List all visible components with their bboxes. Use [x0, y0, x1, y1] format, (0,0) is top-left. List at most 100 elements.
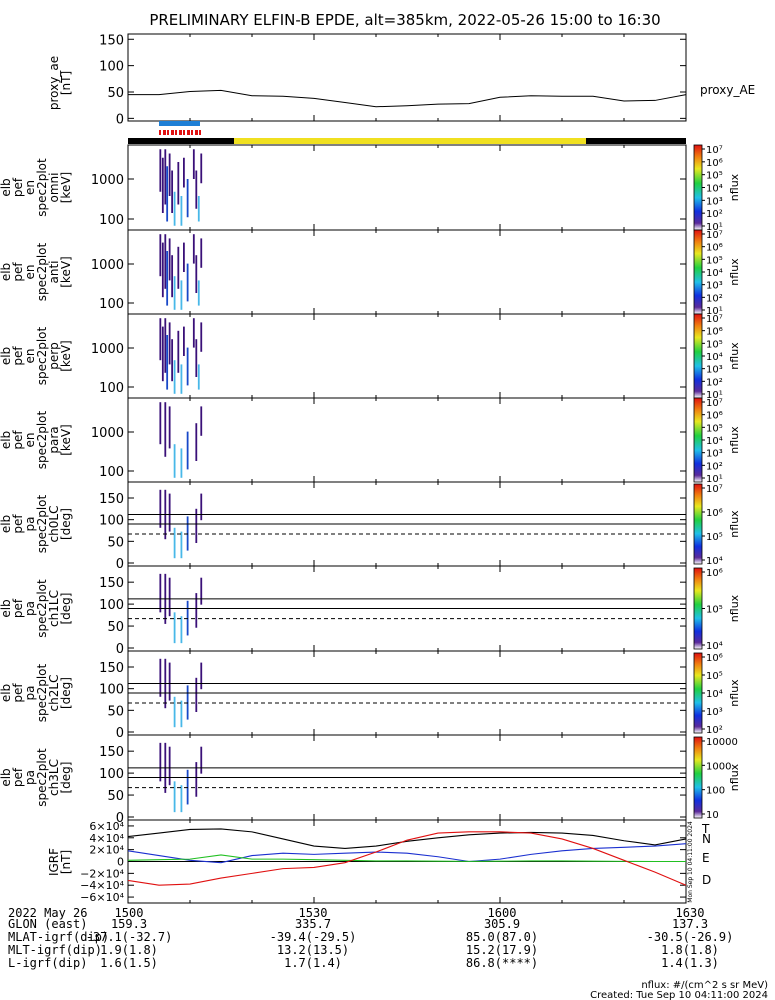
y-tick-label: 1000	[91, 173, 124, 188]
table-cell: -39.4(-29.5)	[270, 930, 357, 944]
table-cell: 1.7(1.4)	[284, 956, 342, 970]
footer-units: nflux: #/(cm^2 s sr MeV)	[641, 980, 768, 991]
shadow-bar	[128, 138, 234, 144]
colorbar-label: nflux	[728, 258, 741, 286]
y-tick-label: 100	[99, 381, 124, 396]
y-tick-label: −6×10⁴	[80, 891, 124, 904]
y-tick-label: 2×10⁴	[89, 844, 124, 857]
footer-created: Created: Tue Sep 10 04:11:00 2024	[590, 990, 768, 1000]
panel-anti: 1001000elbpefenspec2plotanti[keV]10⁷10⁶1…	[0, 229, 741, 317]
spectrogram-streak	[192, 318, 195, 348]
spectrogram-streak	[180, 364, 183, 394]
spectrogram-streak	[195, 508, 198, 543]
table-cell: -30.5(-26.9)	[647, 930, 734, 944]
ylabel-line: pef	[11, 598, 25, 618]
colorbar-tick-label: 10⁴	[706, 436, 723, 447]
spectrogram-streak	[159, 573, 162, 613]
legend-E: E	[702, 851, 710, 865]
table-cell: 159.3	[111, 917, 147, 931]
panel-perp: 1001000elbpefenspec2plotperp[keV]10⁷10⁶1…	[0, 313, 741, 401]
colorbar-tick-label: 10⁴	[706, 556, 723, 567]
y-tick-label: 50	[107, 535, 124, 550]
ylabel-line: pa	[23, 770, 37, 785]
y-tick-label: 100	[99, 213, 124, 228]
table-cell: 86.8(****)	[466, 956, 538, 970]
colorbar-tick-label: 10⁴	[706, 641, 723, 652]
table-cell: -37.1(-32.7)	[86, 930, 173, 944]
spectrogram-streak	[180, 785, 183, 813]
colorbar: 10⁶ 10⁵ 10⁴ 10³ 10² nflux	[693, 652, 741, 736]
ylabel-line: spec2plot	[35, 410, 49, 469]
colorbar-strip	[693, 229, 703, 315]
ephemeris-table: 2022 May 26 1500 1530 1600 1630 GLON (east) 15…	[8, 906, 733, 970]
table-column-header: 1500	[115, 906, 144, 920]
spectrogram-streak	[197, 196, 200, 222]
colorbar-tick-label: 100	[706, 786, 725, 797]
table-column-header: 1600	[488, 906, 517, 920]
y-tick-label: 100	[99, 683, 124, 698]
colorbar-strip	[693, 313, 703, 399]
colorbar-tick-label: 10¹	[706, 306, 723, 317]
table-cell: 1.6(1.5)	[100, 956, 158, 970]
colorbar-tick-label: 10²	[706, 725, 723, 736]
sunlit-bar	[234, 138, 586, 144]
ylabel-line: ch1LC	[47, 590, 61, 627]
colorbar-strip	[693, 736, 703, 819]
colorbar-tick-label: 10¹	[706, 222, 723, 233]
science-mark	[195, 130, 198, 135]
spectrogram-streak	[161, 157, 164, 213]
spectrogram-streak	[180, 531, 183, 559]
spectrogram-streak	[168, 577, 171, 617]
y-tick-label: 0	[116, 642, 124, 657]
ylabel-line: spec2plot	[35, 494, 49, 553]
y-tick-label: 1000	[91, 426, 124, 441]
science-mark	[163, 130, 166, 135]
legend-T: T	[701, 822, 710, 836]
spectrogram-streak	[195, 593, 198, 628]
spectrogram-streak	[173, 612, 176, 644]
ylabel-line: [keV]	[59, 256, 73, 287]
colorbar-tick-label: 10⁶	[706, 327, 723, 338]
spectrogram-streak	[195, 677, 198, 712]
colorbar-tick-label: 10⁵	[706, 423, 723, 434]
spectrogram-streak	[168, 746, 171, 786]
spectrogram-streak	[159, 489, 162, 528]
panel-ch2LC: 050100150elbpefpaspec2plotch2LC[deg]10⁶1…	[0, 650, 741, 741]
table-cell: 1.4(1.3)	[661, 956, 719, 970]
colorbar-tick-label: 1000	[706, 761, 731, 772]
ylabel-line: pef	[11, 262, 25, 282]
ylabel-line: spec2plot	[35, 158, 49, 217]
spectrogram-streak	[173, 191, 176, 226]
spectrogram-streak	[166, 251, 169, 306]
table-cell: 1.9(1.8)	[100, 943, 158, 957]
colorbar-tick-label: 10⁵	[706, 605, 723, 616]
spectrogram-streak	[168, 322, 171, 365]
ylabel-line: elb	[0, 347, 13, 365]
y-tick-label: 0	[116, 112, 124, 127]
spectrogram-streak	[159, 149, 162, 192]
spectrogram-streak	[195, 339, 198, 377]
spectrogram-streak	[183, 326, 185, 356]
colorbar-tick-label: 10⁷	[706, 398, 723, 409]
colorbar-strip	[693, 397, 703, 483]
ylabel-line: [deg]	[59, 677, 73, 709]
table-date: 2022 May 26	[8, 906, 87, 920]
ylabel-line: spec2plot	[35, 579, 49, 638]
ylabel-line: spec2plot	[35, 242, 49, 301]
spectrogram-streak	[200, 577, 203, 605]
colorbar-tick-label: 10²	[706, 209, 723, 220]
colorbar: 10⁷ 10⁶ 10⁵ 10⁴ nflux	[693, 483, 741, 567]
panel-frame	[127, 229, 687, 315]
footer: nflux: #/(cm^2 s sr MeV) Created: Tue Se…	[590, 980, 768, 1000]
table-cell: 305.9	[484, 917, 520, 931]
colorbar-label: nflux	[728, 426, 741, 454]
spectrogram-streak	[164, 234, 167, 289]
panel-frame	[127, 33, 687, 122]
ylabel-line: omni	[47, 173, 61, 203]
panel-frame	[127, 144, 687, 231]
colorbar-tick-label: 10²	[706, 293, 723, 304]
colorbar-strip	[693, 652, 703, 734]
spectrogram-streak	[195, 255, 198, 293]
colorbar-tick-label: 10⁶	[706, 411, 723, 422]
